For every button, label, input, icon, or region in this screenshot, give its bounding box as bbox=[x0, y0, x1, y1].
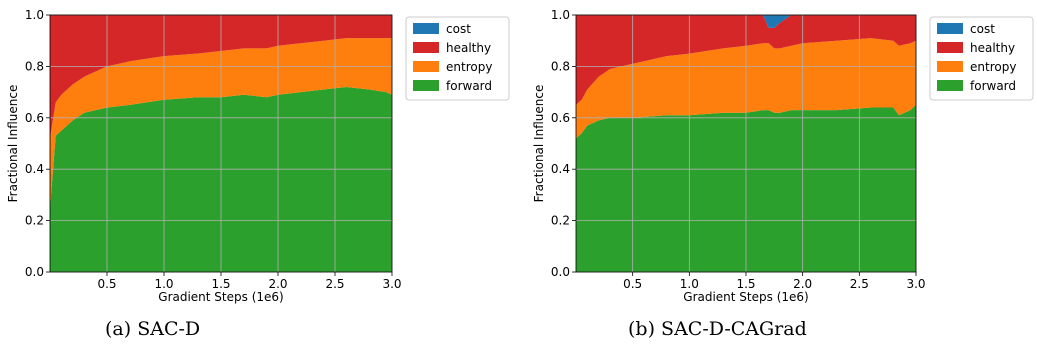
y-tick-label: 1.0 bbox=[25, 8, 44, 22]
x-tick-label: 2.0 bbox=[268, 277, 287, 291]
legend-label-entropy: entropy bbox=[446, 60, 492, 74]
legend-swatch-cost bbox=[937, 23, 963, 34]
area-entropy bbox=[50, 38, 392, 208]
y-axis-label: Fractional Influence bbox=[6, 85, 20, 203]
caption-a-prefix: (a) bbox=[105, 318, 132, 340]
caption-a: (a) SAC-D bbox=[105, 318, 200, 340]
x-tick-label: 2.5 bbox=[325, 277, 344, 291]
legend-box bbox=[405, 16, 510, 101]
area-healthy bbox=[576, 15, 916, 105]
legend-label-healthy: healthy bbox=[970, 41, 1015, 55]
y-tick-label: 0.2 bbox=[25, 214, 44, 228]
legend-swatch-healthy bbox=[413, 42, 439, 53]
y-tick-label: 0.0 bbox=[551, 265, 570, 279]
y-tick-label: 0.6 bbox=[25, 111, 44, 125]
legend-box bbox=[929, 16, 1034, 101]
caption-b-label: SAC-D-CAGrad bbox=[661, 318, 807, 340]
legend-label-forward: forward bbox=[970, 79, 1016, 93]
legend-swatch-forward bbox=[937, 80, 963, 91]
legend-label-healthy: healthy bbox=[446, 41, 491, 55]
x-tick-label: 1.0 bbox=[680, 277, 699, 291]
legend-swatch-healthy bbox=[937, 42, 963, 53]
x-tick-label: 1.0 bbox=[154, 277, 173, 291]
x-tick-label: 1.5 bbox=[211, 277, 230, 291]
x-tick-label: 0.5 bbox=[623, 277, 642, 291]
legend-label-cost: cost bbox=[446, 22, 471, 36]
y-tick-label: 0.4 bbox=[25, 162, 44, 176]
y-tick-label: 0.6 bbox=[551, 111, 570, 125]
legend-label-forward: forward bbox=[446, 79, 492, 93]
x-axis-label: Gradient Steps (1e6) bbox=[683, 290, 808, 304]
y-tick-label: 0.2 bbox=[551, 214, 570, 228]
legend-label-entropy: entropy bbox=[970, 60, 1016, 74]
x-axis-label: Gradient Steps (1e6) bbox=[158, 290, 283, 304]
y-tick-label: 0.8 bbox=[25, 59, 44, 73]
x-tick-label: 3.0 bbox=[382, 277, 401, 291]
caption-b-prefix: (b) bbox=[628, 318, 655, 340]
y-tick-label: 1.0 bbox=[551, 8, 570, 22]
y-axis-label: Fractional Influence bbox=[532, 85, 546, 203]
area-healthy bbox=[50, 15, 392, 139]
x-tick-label: 1.5 bbox=[736, 277, 755, 291]
legend-swatch-cost bbox=[413, 23, 439, 34]
x-tick-label: 2.5 bbox=[850, 277, 869, 291]
y-tick-label: 0.4 bbox=[551, 162, 570, 176]
legend-swatch-entropy bbox=[413, 61, 439, 72]
caption-a-label: SAC-D bbox=[137, 318, 201, 340]
x-tick-label: 3.0 bbox=[906, 277, 925, 291]
x-tick-label: 2.0 bbox=[793, 277, 812, 291]
chart-panel-b: 0.5 1.0 1.5 2.0 2.5 3.00.00.20.40.60.81.0Grad… bbox=[532, 8, 1034, 304]
y-tick-label: 0.0 bbox=[25, 265, 44, 279]
caption-b: (b) SAC-D-CAGrad bbox=[628, 318, 807, 340]
y-tick-label: 0.8 bbox=[551, 59, 570, 73]
legend-swatch-forward bbox=[413, 80, 439, 91]
legend-label-cost: cost bbox=[970, 22, 995, 36]
x-tick-label: 0.5 bbox=[97, 277, 116, 291]
legend-swatch-entropy bbox=[937, 61, 963, 72]
chart-panel-a: 0.5 1.0 1.5 2.0 2.5 3.00.00.20.40.60.81.0Grad… bbox=[6, 8, 510, 304]
